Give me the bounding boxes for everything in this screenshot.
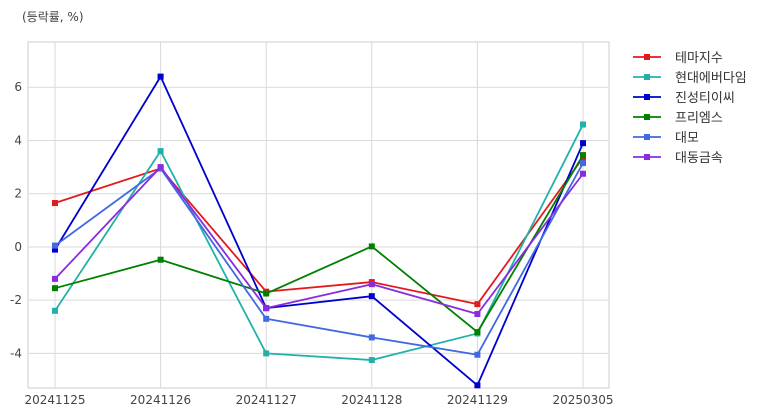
legend-marker bbox=[644, 134, 650, 140]
legend-marker bbox=[644, 94, 650, 100]
y-tick-label: 0 bbox=[14, 240, 22, 254]
legend-item: 테마지수 bbox=[633, 51, 723, 66]
legend-item: 진성티이씨 bbox=[633, 91, 735, 106]
data-point bbox=[474, 382, 481, 389]
data-point bbox=[368, 293, 375, 300]
data-point bbox=[368, 243, 375, 250]
data-point bbox=[580, 121, 586, 128]
legend-item: 현대에버다임 bbox=[633, 71, 747, 86]
series-line bbox=[54, 157, 584, 306]
data-point bbox=[580, 140, 586, 147]
data-point bbox=[368, 281, 375, 288]
x-tick-label: 20241128 bbox=[341, 393, 402, 407]
data-point bbox=[157, 256, 164, 263]
data-point bbox=[474, 311, 481, 318]
data-point bbox=[368, 334, 375, 341]
legend-marker bbox=[644, 154, 650, 160]
legend-label: 진성티이씨 bbox=[675, 91, 735, 106]
y-tick-label: 2 bbox=[14, 187, 22, 201]
series-5 bbox=[52, 164, 586, 318]
x-tick-label: 20241126 bbox=[130, 393, 191, 407]
data-point bbox=[474, 351, 481, 358]
data-point bbox=[52, 242, 58, 249]
series-lines bbox=[52, 73, 586, 389]
legend-label: 대모 bbox=[675, 131, 699, 146]
data-point bbox=[52, 275, 58, 282]
series-line bbox=[54, 162, 584, 356]
data-point bbox=[368, 357, 375, 364]
data-point bbox=[157, 148, 164, 155]
plot-area bbox=[27, 41, 610, 389]
x-axis-ticks: 20241125 20241126 20241127 20241128 20241129… bbox=[24, 393, 613, 407]
data-point bbox=[474, 329, 481, 336]
legend-label: 프리엠스 bbox=[675, 111, 723, 126]
series-line bbox=[54, 124, 584, 361]
y-tick-label: 6 bbox=[14, 80, 22, 94]
legend-item: 프리엠스 bbox=[633, 111, 723, 126]
data-point bbox=[52, 246, 58, 253]
y-tick-label: -2 bbox=[10, 293, 22, 307]
legend-label: 테마지수 bbox=[675, 51, 723, 66]
legend-marker bbox=[644, 74, 650, 80]
legend-label: 대동금속 bbox=[675, 151, 723, 166]
x-tick-label: 20241127 bbox=[236, 393, 297, 407]
data-point bbox=[474, 301, 481, 308]
unit-label: (등락률, %) bbox=[22, 10, 84, 24]
data-point bbox=[580, 152, 586, 159]
series-line bbox=[54, 75, 584, 387]
data-point bbox=[52, 285, 58, 292]
data-point bbox=[263, 315, 270, 322]
legend-item: 대모 bbox=[633, 131, 699, 146]
data-point bbox=[263, 290, 270, 297]
data-point bbox=[52, 200, 58, 207]
data-point bbox=[263, 350, 270, 357]
x-tick-label: 20250305 bbox=[552, 393, 613, 407]
data-point bbox=[52, 307, 58, 314]
y-tick-label: 4 bbox=[14, 133, 22, 147]
legend-marker bbox=[644, 54, 650, 60]
legend-marker bbox=[644, 114, 650, 120]
x-tick-label: 20241125 bbox=[24, 393, 85, 407]
data-point bbox=[157, 164, 164, 171]
series-3 bbox=[52, 152, 586, 336]
y-tick-label: -4 bbox=[10, 346, 22, 360]
data-point bbox=[580, 160, 586, 167]
x-tick-label: 20241129 bbox=[447, 393, 508, 407]
legend-item: 대동금속 bbox=[633, 151, 723, 166]
y-axis-ticks: -4 -2 0 2 4 6 bbox=[10, 80, 22, 360]
data-point bbox=[263, 305, 270, 312]
series-line bbox=[54, 166, 584, 315]
series-line bbox=[54, 154, 584, 334]
legend-label: 현대에버다임 bbox=[675, 71, 747, 86]
data-point bbox=[580, 170, 586, 177]
data-point bbox=[157, 73, 164, 80]
gridlines bbox=[28, 42, 609, 388]
